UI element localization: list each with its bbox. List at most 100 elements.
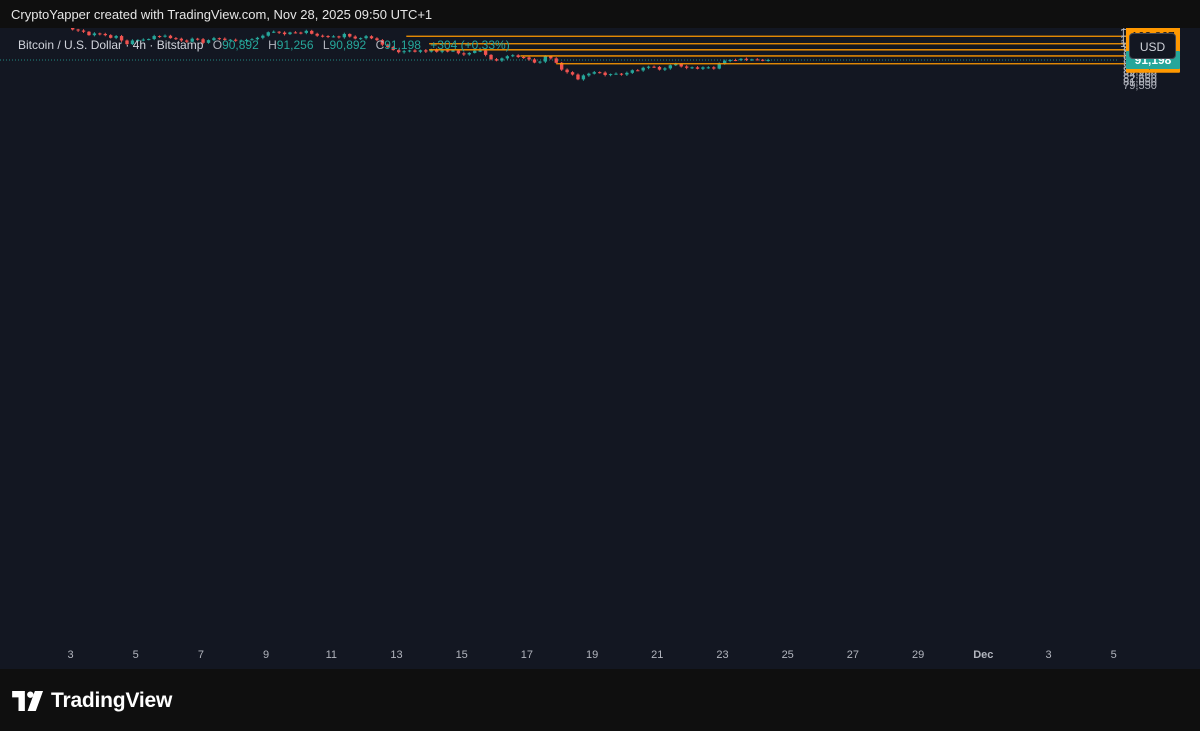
candle-body	[147, 39, 151, 41]
candle-body	[168, 35, 173, 39]
candle-body	[549, 56, 553, 59]
candle-body	[244, 39, 249, 41]
candle-body	[516, 55, 520, 58]
candle-body	[174, 38, 178, 40]
candle-body	[369, 36, 374, 39]
symbol-title[interactable]: Bitcoin / U.S. Dollar · 4h · Bitstamp	[18, 38, 204, 52]
candle-body	[527, 57, 531, 60]
currency-button[interactable]: USD	[1129, 33, 1176, 59]
candle-body	[722, 60, 727, 64]
candle-body	[684, 66, 689, 68]
candle-body	[386, 44, 390, 48]
candle-body	[505, 56, 510, 59]
candle-body	[348, 33, 352, 37]
candle-body	[712, 67, 716, 69]
candle-body	[380, 40, 385, 45]
tradingview-logo-icon	[12, 691, 44, 711]
candle-body	[733, 59, 738, 61]
candle-body	[701, 67, 705, 69]
candle-body	[358, 38, 363, 40]
candle-body	[706, 67, 711, 69]
candle-body	[592, 72, 596, 74]
candle-body	[668, 65, 673, 69]
open-key: O	[212, 38, 223, 52]
candle-body	[76, 29, 80, 31]
candle-body	[674, 64, 678, 66]
candle-body	[451, 50, 455, 52]
candle-body	[228, 39, 232, 41]
candle-body	[239, 40, 243, 42]
candle-body	[261, 35, 265, 38]
candle-body	[342, 33, 347, 38]
candle-body	[750, 59, 754, 61]
candle-body	[136, 39, 140, 41]
time-tick-label: 7	[198, 649, 204, 661]
candle-body	[331, 36, 336, 38]
candle-body	[511, 55, 515, 57]
candle-body	[603, 72, 607, 75]
price-chart[interactable]: 110,000106,000102,000100,00098,00096,000…	[0, 28, 1200, 669]
candle-body	[119, 36, 124, 41]
candle-body	[554, 58, 558, 63]
candle-body	[500, 58, 504, 61]
change-value: +304 (+0.33%)	[430, 38, 510, 52]
candle-body	[619, 73, 624, 75]
candle-body	[641, 67, 645, 71]
candle-body	[657, 66, 662, 70]
tradingview-logo[interactable]: TradingView	[12, 689, 172, 713]
candle-body	[282, 32, 287, 35]
candle-body	[636, 70, 640, 72]
symbol-legend[interactable]: Bitcoin / U.S. Dollar · 4h · Bitstamp O9…	[18, 38, 510, 52]
candle-body	[538, 61, 542, 63]
time-tick-label: 11	[326, 649, 337, 661]
candle-body	[353, 36, 357, 39]
candle-body	[299, 32, 303, 34]
candle-body	[587, 73, 591, 76]
time-tick-label: 15	[456, 649, 468, 661]
candle-body	[652, 66, 656, 68]
candle-body	[440, 50, 444, 52]
candle-body	[250, 39, 254, 41]
tradingview-brand: TradingView	[51, 689, 173, 712]
candle-body	[478, 50, 482, 52]
time-tick-label: 19	[586, 649, 598, 661]
footer: TradingView	[0, 669, 1200, 731]
candle-body	[663, 68, 667, 70]
open-value: 90,892	[222, 38, 259, 52]
candle-body	[103, 33, 107, 36]
price-tick-label: 79,550	[1123, 80, 1157, 92]
candle-body	[576, 74, 580, 80]
candle-body	[391, 47, 395, 51]
candle-body	[375, 38, 379, 41]
levels-layer[interactable]	[406, 35, 1126, 65]
price-tick-label: 81,050	[1123, 76, 1157, 88]
close-key: C	[375, 38, 385, 52]
candle-body	[435, 49, 439, 52]
candle-body	[581, 75, 586, 80]
time-tick-label: 21	[651, 649, 663, 661]
candle-body	[413, 50, 417, 52]
candle-body	[744, 58, 749, 60]
candle-body	[217, 38, 222, 40]
candle-body	[98, 33, 102, 35]
top-bar: CryptoYapper created with TradingView.co…	[0, 0, 1200, 28]
candle-body	[559, 62, 564, 70]
chart-area[interactable]: 110,000106,000102,000100,00098,00096,000…	[0, 28, 1200, 669]
candle-body	[608, 74, 613, 76]
candle-body	[690, 67, 694, 69]
time-tick-label: 23	[716, 649, 728, 661]
candle-body	[163, 35, 167, 37]
candle-body	[288, 32, 292, 35]
candle-body	[402, 51, 406, 53]
time-axis[interactable]: 3 5 7 9 11 13 15 17 19 21 23 25 27 29 Dec 3 5	[67, 649, 1116, 661]
candle-body	[766, 59, 770, 61]
time-tick-label: 17	[521, 649, 533, 661]
candle-body	[755, 59, 759, 61]
candle-body	[141, 39, 145, 41]
candle-body	[315, 33, 319, 36]
candle-body	[467, 52, 471, 55]
high-key: H	[268, 38, 277, 52]
candle-body	[598, 72, 602, 74]
time-tick-label: 25	[782, 649, 794, 661]
candle-body	[130, 40, 135, 45]
